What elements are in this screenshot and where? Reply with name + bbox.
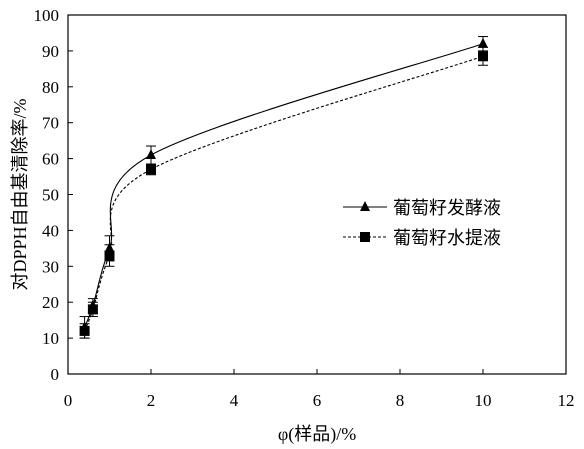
series-line (84, 43, 484, 328)
data-point (146, 149, 156, 160)
legend-marker (360, 201, 370, 211)
plot-frame (67, 14, 567, 375)
y-tick-label: 70 (42, 114, 59, 133)
x-tick-label: 2 (147, 391, 156, 410)
series-layer (79, 36, 488, 339)
x-axis-title: φ(样品)/% (278, 424, 356, 445)
y-tick-label: 0 (51, 365, 60, 384)
y-tick-label: 50 (42, 186, 59, 205)
x-tick-label: 0 (64, 391, 73, 410)
x-tick-label: 10 (475, 391, 492, 410)
series-0 (79, 36, 488, 339)
x-tick-label: 8 (396, 391, 405, 410)
y-axis-title: 对DPPH自由基清除率/% (10, 98, 30, 290)
data-point (146, 164, 156, 175)
series-line (84, 55, 484, 332)
legend-label: 葡萄籽发酵液 (393, 198, 501, 219)
axes: 0 2 4 6 8 10 12 0 10 20 30 40 50 60 70 80 90 100 φ(样品)/% 对D… (10, 6, 575, 445)
y-tick-label: 100 (34, 6, 60, 25)
data-point (478, 51, 488, 62)
legend-item: 葡萄籽水提液 (343, 228, 501, 249)
data-point (478, 37, 488, 48)
y-tick-label: 90 (42, 42, 59, 61)
series-1 (79, 46, 488, 339)
x-tick-label: 6 (313, 391, 322, 410)
y-tick-label: 60 (42, 150, 59, 169)
data-point (87, 304, 98, 315)
y-tick-label: 80 (42, 78, 59, 97)
y-tick-label: 30 (42, 257, 59, 276)
legend-item: 葡萄籽发酵液 (343, 198, 501, 219)
data-point (104, 250, 115, 261)
y-tick-label: 20 (42, 293, 59, 312)
legend-label: 葡萄籽水提液 (393, 228, 501, 249)
y-tick-label: 40 (42, 221, 59, 240)
y-tick-label: 10 (42, 329, 59, 348)
legend-marker (360, 232, 370, 242)
x-tick-label: 12 (558, 391, 575, 410)
data-point (79, 325, 90, 336)
x-tick-label: 4 (230, 391, 239, 410)
